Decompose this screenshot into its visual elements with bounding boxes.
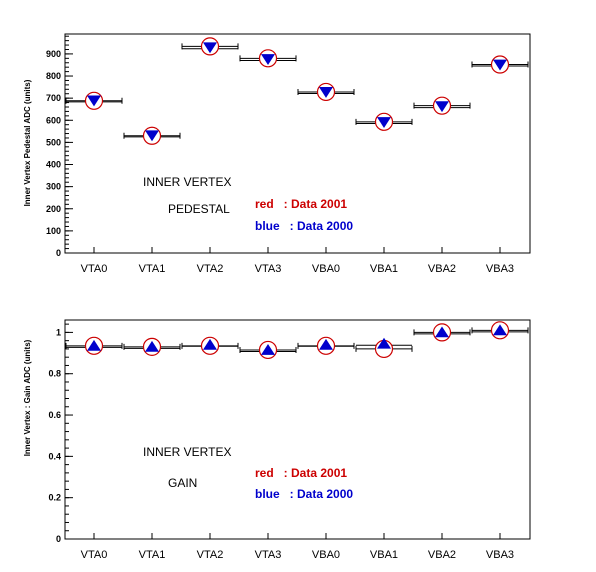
gain-y-tick-label: 0.4 — [48, 451, 61, 461]
pedestal-x-tick-label: VBA0 — [312, 263, 340, 275]
pedestal-y-tick-label: 200 — [46, 204, 61, 214]
gain-legend-blue: blue : Data 2000 — [255, 487, 353, 501]
pedestal-blue-point-5 — [319, 87, 333, 98]
gain-x-tick-label: VTA3 — [255, 549, 282, 561]
gain-blue-point-8 — [493, 324, 507, 336]
pedestal-legend-blue: blue : Data 2000 — [255, 219, 353, 233]
gain-x-ticks: VTA0 VTA1 VTA2 VTA3 VBA0 VBA1 VBA2 VBA3 — [81, 533, 514, 561]
gain-y-tick-label: 1 — [56, 327, 61, 337]
pedestal-blue-point-1 — [87, 95, 101, 107]
pedestal-blue-point-6 — [377, 117, 391, 128]
gain-panel: 00.20.40.60.81 VTA0 VTA1 VTA2 VTA3 VBA0 VBA1 V… — [23, 319, 531, 561]
gain-y-tick-label: 0.6 — [48, 410, 61, 420]
gain-blue-point-4 — [261, 344, 275, 355]
pedestal-frame — [64, 33, 531, 254]
pedestal-y-axis-label: Inner Vertex Pedestal ADC (units) — [23, 79, 32, 206]
gain-y-ticks: 0 0.2 0.4 0.6 0.8 1 — [48, 323, 73, 544]
pedestal-y-tick-label: 400 — [46, 160, 61, 170]
pedestal-y-tick-label: 500 — [46, 137, 61, 147]
gain-frame — [64, 319, 531, 540]
gain-blue-point-6 — [377, 337, 391, 349]
pedestal-y-tick-label: 800 — [46, 71, 61, 81]
gain-x-tick-label: VTA2 — [197, 549, 224, 561]
gain-x-tick-label: VBA0 — [312, 549, 340, 561]
gain-x-tick-label: VTA0 — [81, 549, 108, 561]
pedestal-blue-point-7 — [435, 101, 449, 113]
gain-marks — [65, 321, 529, 360]
gain-blue-point-1 — [87, 339, 101, 351]
pedestal-blue-point-3 — [203, 42, 217, 54]
pedestal-x-tick-label: VTA0 — [81, 263, 108, 275]
pedestal-annotation-title: INNER VERTEX — [143, 175, 231, 189]
pedestal-y-tick-label: 300 — [46, 182, 61, 192]
pedestal-y-tick-label: 100 — [46, 226, 61, 236]
gain-y-tick-label: 0 — [56, 534, 61, 544]
gain-legend-red: red : Data 2001 — [255, 466, 347, 480]
gain-blue-point-2 — [145, 340, 159, 352]
gain-annotation-sub: GAIN — [168, 476, 197, 490]
gain-x-tick-label: VBA3 — [486, 549, 514, 561]
pedestal-y-tick-label: 900 — [46, 49, 61, 59]
pedestal-y-tick-label: 600 — [46, 115, 61, 125]
pedestal-y-tick-label: 700 — [46, 93, 61, 103]
gain-y-tick-label: 0.8 — [48, 369, 61, 379]
gain-x-tick-label: VTA1 — [139, 549, 166, 561]
pedestal-blue-point-4 — [261, 54, 275, 65]
gain-x-tick-label: VBA1 — [370, 549, 398, 561]
pedestal-legend-red: red : Data 2001 — [255, 197, 347, 211]
pedestal-y-tick-label: 0 — [56, 248, 61, 258]
pedestal-x-tick-label: VTA2 — [197, 263, 224, 275]
pedestal-annotation-sub: PEDESTAL — [168, 202, 230, 216]
pedestal-x-tick-label: VTA3 — [255, 263, 282, 275]
pedestal-marks — [65, 37, 529, 145]
pedestal-x-ticks: VTA0 VTA1 VTA2 VTA3 VBA0 VBA1 VBA2 VBA3 — [81, 247, 514, 275]
gain-blue-point-7 — [435, 326, 449, 338]
gain-y-tick-label: 0.2 — [48, 493, 61, 503]
pedestal-blue-point-2 — [145, 130, 159, 142]
gain-blue-point-5 — [319, 338, 333, 350]
gain-annotation-title: INNER VERTEX — [143, 445, 231, 459]
gain-x-tick-label: VBA2 — [428, 549, 456, 561]
pedestal-x-tick-label: VTA1 — [139, 263, 166, 275]
gain-y-axis-label: Inner Vertex : Gain ADC (units) — [23, 339, 32, 456]
pedestal-blue-point-8 — [493, 59, 507, 71]
gain-blue-point-3 — [203, 338, 217, 350]
pedestal-x-tick-label: VBA1 — [370, 263, 398, 275]
pedestal-x-tick-label: VBA2 — [428, 263, 456, 275]
pedestal-y-ticks: 0 100 200 300 400 500 600 700 800 900 — [46, 35, 73, 258]
pedestal-x-tick-label: VBA3 — [486, 263, 514, 275]
